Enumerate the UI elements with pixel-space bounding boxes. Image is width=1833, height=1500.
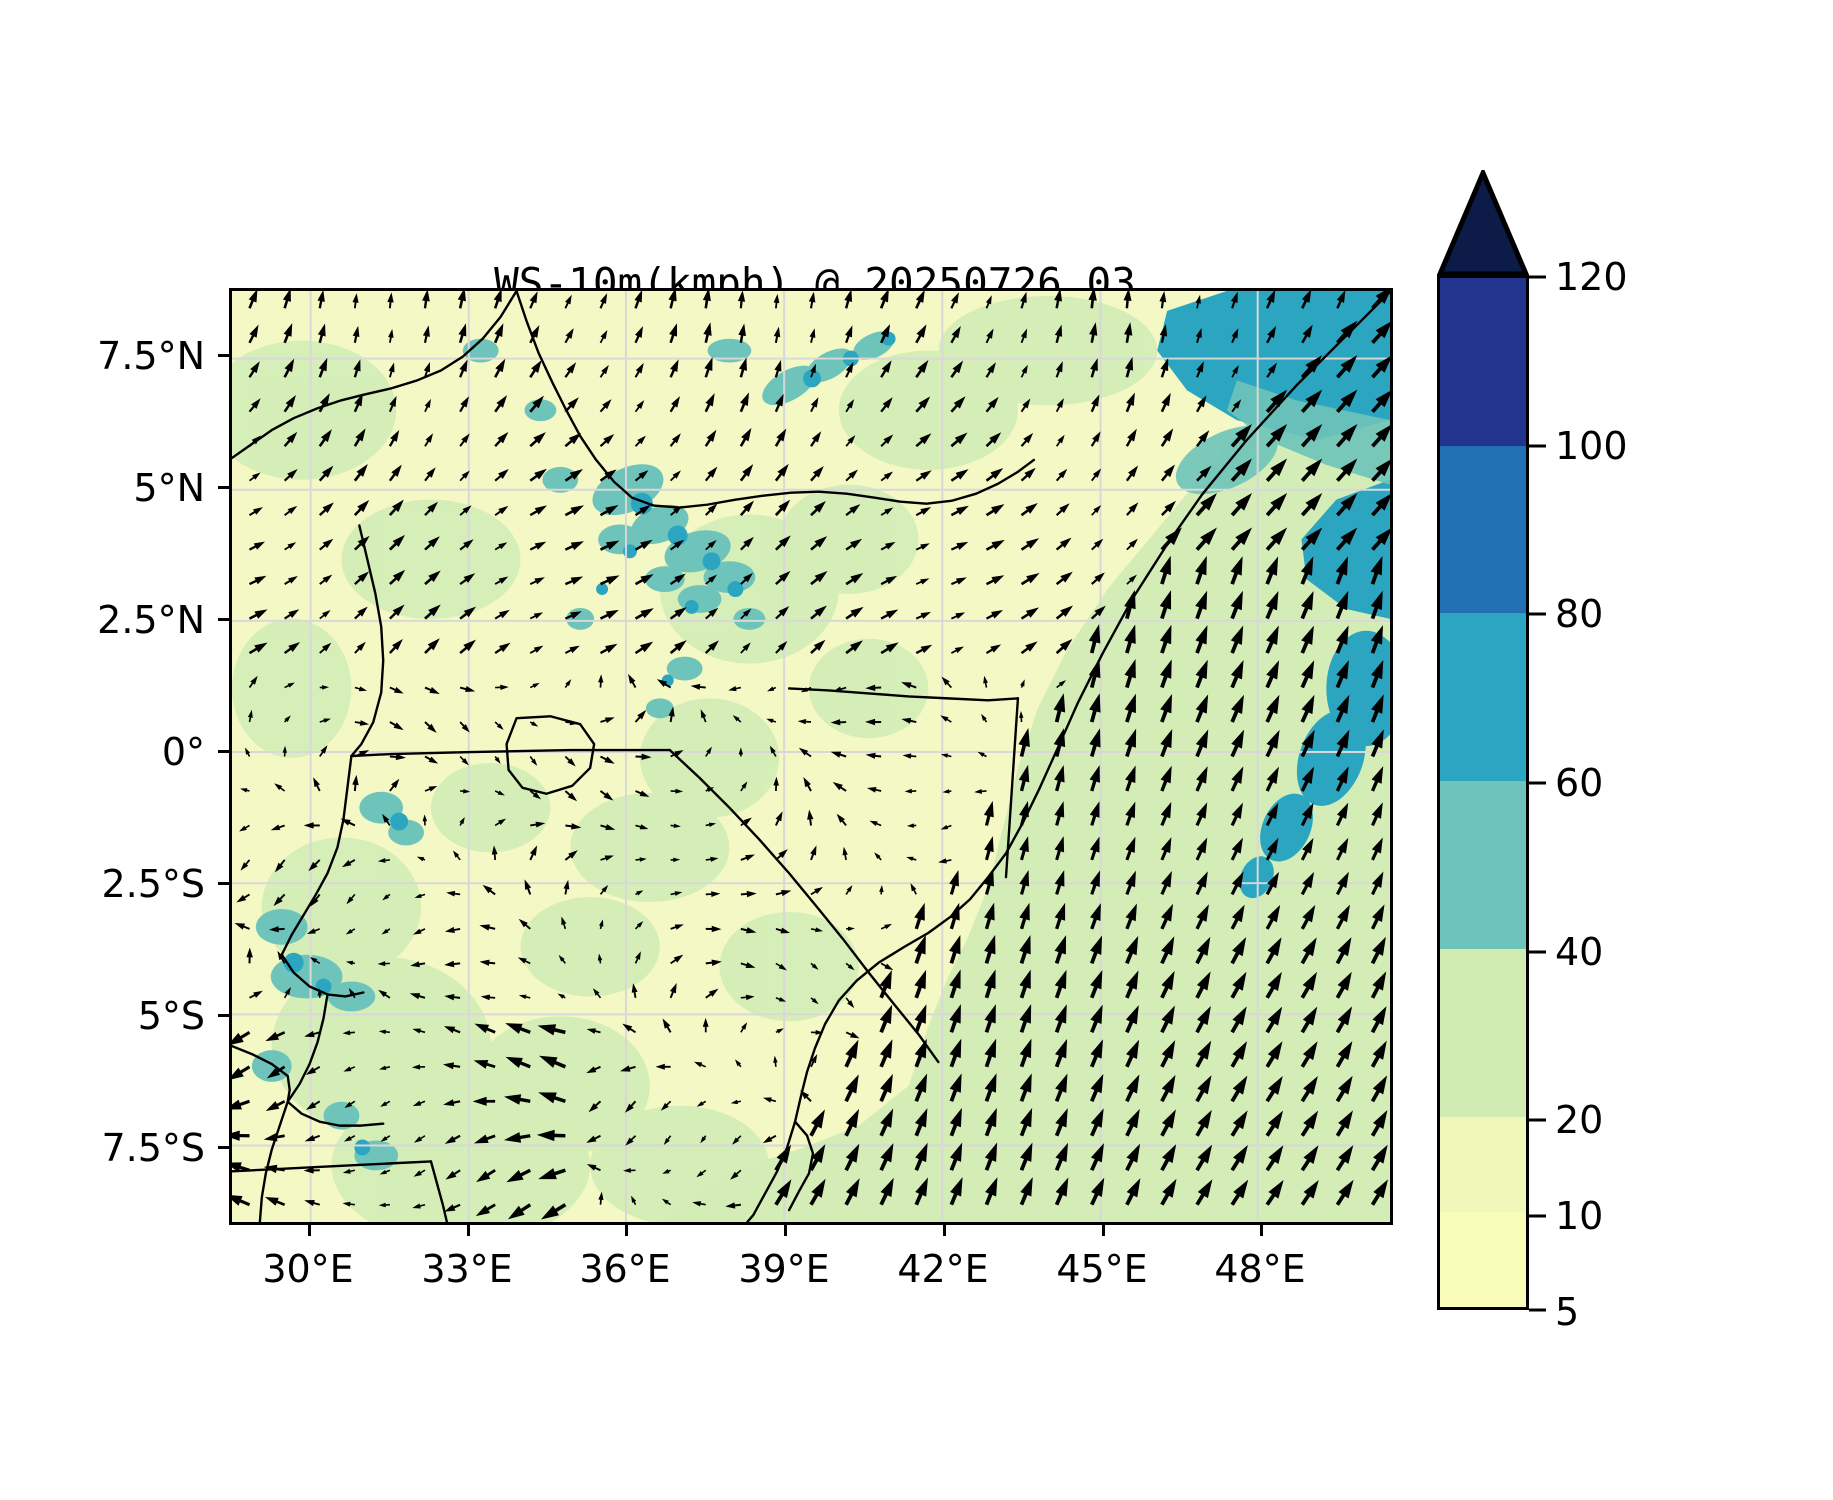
lon-tick-33E [467, 1225, 470, 1236]
colorbar-label-5: 5 [1555, 1290, 1580, 1334]
lon-label-48E: 48°E [1214, 1247, 1306, 1291]
lat-label-7.5S: 7.5°S [101, 1126, 205, 1170]
colorbar-label-20: 20 [1555, 1098, 1604, 1142]
colorbar[interactable]: 120 100 80 60 40 20 10 5 [1437, 170, 1628, 1334]
lat-tick-0 [218, 750, 229, 753]
lon-label-33E: 33°E [421, 1247, 513, 1291]
colorbar-label-100: 100 [1555, 424, 1628, 468]
lat-tick-7.5S [218, 1146, 229, 1149]
colorbar-tick-20 [1529, 1118, 1546, 1122]
colorbar-segment-40-60 [1440, 781, 1526, 949]
lon-tick-45E [1102, 1225, 1105, 1236]
colorbar-tick-5 [1529, 1308, 1546, 1312]
colorbar-tick-40 [1529, 950, 1546, 954]
colorbar-tick-100 [1529, 444, 1546, 448]
lat-label-5S: 5°S [137, 994, 205, 1038]
lat-tick-5N [218, 486, 229, 489]
lon-tick-39E [784, 1225, 787, 1236]
lon-tick-36E [625, 1225, 628, 1236]
lat-label-0: 0° [161, 730, 205, 774]
lat-tick-7.5N [218, 354, 229, 357]
lat-label-2.5S: 2.5°S [101, 862, 205, 906]
colorbar-label-60: 60 [1555, 761, 1604, 805]
colorbar-tick-60 [1529, 781, 1546, 785]
colorbar-label-10: 10 [1555, 1194, 1604, 1238]
colorbar-label-80: 80 [1555, 592, 1604, 636]
lon-label-30E: 30°E [262, 1247, 354, 1291]
colorbar-tick-120 [1529, 275, 1546, 279]
lon-tick-30E [308, 1225, 311, 1236]
lat-tick-2.5N [218, 618, 229, 621]
colorbar-segment-5-10 [1440, 1211, 1526, 1307]
lat-label-7.5N: 7.5°N [97, 334, 205, 378]
lon-tick-42E [943, 1225, 946, 1236]
colorbar-extend-max-arrow-icon [1437, 170, 1529, 277]
wind-speed-heatmap [232, 291, 1390, 1222]
lon-tick-48E [1260, 1225, 1263, 1236]
lon-label-45E: 45°E [1056, 1247, 1148, 1291]
lat-tick-5S [218, 1014, 229, 1017]
colorbar-label-120: 120 [1555, 255, 1628, 299]
colorbar-segment-100-120 [1440, 278, 1526, 446]
wind-vector-field [232, 291, 1390, 1220]
colorbar-tick-80 [1529, 612, 1546, 616]
lat-label-5N: 5°N [133, 466, 205, 510]
lat-label-2.5N: 2.5°N [97, 598, 205, 642]
lon-label-36E: 36°E [579, 1247, 671, 1291]
colorbar-label-40: 40 [1555, 930, 1604, 974]
map-plot-area[interactable] [229, 288, 1393, 1225]
colorbar-segment-80-100 [1440, 445, 1526, 614]
lat-tick-2.5S [218, 882, 229, 885]
colorbar-gradient [1437, 275, 1529, 1310]
colorbar-segment-20-40 [1440, 948, 1526, 1117]
colorbar-segment-60-80 [1440, 613, 1526, 782]
colorbar-tick-10 [1529, 1214, 1546, 1218]
colorbar-segment-10-20 [1440, 1116, 1526, 1212]
lon-label-39E: 39°E [738, 1247, 830, 1291]
lon-label-42E: 42°E [897, 1247, 989, 1291]
